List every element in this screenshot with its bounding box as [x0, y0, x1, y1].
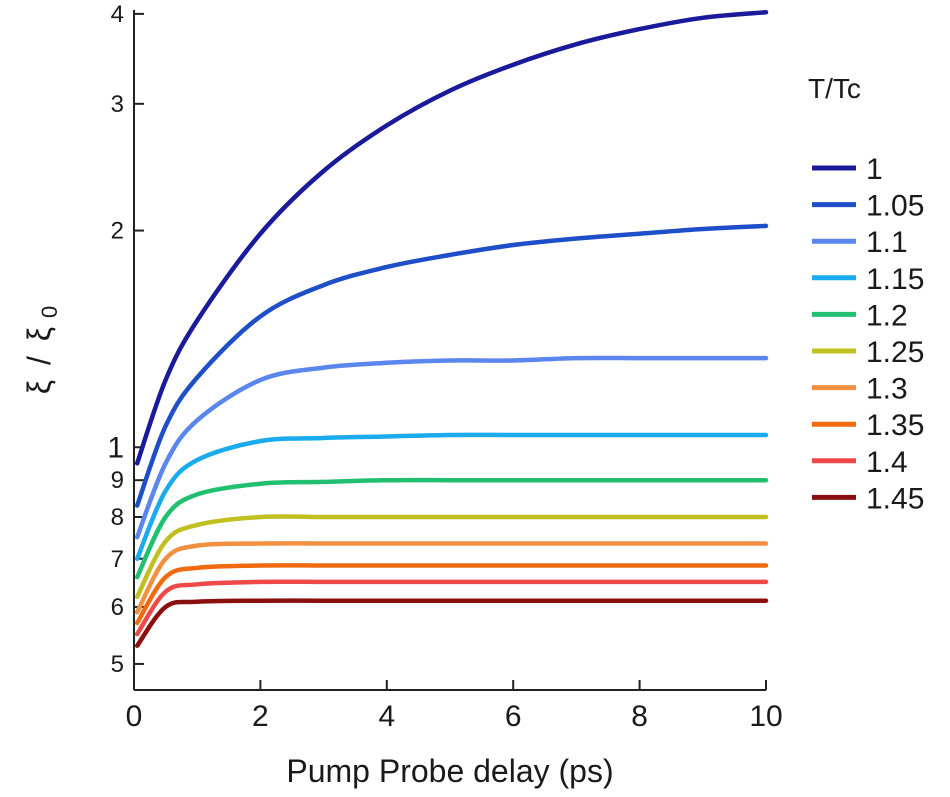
series-line-1-25: [134, 514, 769, 599]
x-tick-label-8: 8: [631, 700, 648, 733]
x-tick-label-10: 10: [749, 700, 782, 733]
y-tick-label-1: 1: [107, 431, 124, 464]
y-axis-ticks: 5 6 7 8 9 1 2 3 4: [107, 1, 144, 678]
y-axis-title-numerator: ξ: [21, 380, 57, 394]
legend-label-1-1: 1.1: [866, 226, 908, 259]
legend-label-1-25: 1.25: [866, 336, 924, 369]
legend-label-1-45: 1.45: [866, 482, 924, 515]
legend-label-1-05: 1.05: [866, 190, 924, 223]
x-tick-label-2: 2: [252, 700, 269, 733]
series-line-1: [134, 10, 769, 466]
series-line-1-35: [134, 563, 769, 626]
y-tick-label-3: 3: [111, 91, 124, 118]
y-tick-label-0.8: 8: [111, 504, 124, 531]
x-tick-label-4: 4: [378, 700, 395, 733]
series-lines: [134, 10, 769, 648]
y-axis-title: ξ / ξ 0: [21, 306, 62, 394]
series-line-1-45: [134, 598, 769, 648]
y-tick-label-0.9: 9: [111, 467, 124, 494]
y-tick-label-0.6: 6: [111, 594, 124, 621]
x-tick-label-6: 6: [505, 700, 522, 733]
x-axis-ticks: 0 2 4 6 8 10: [126, 680, 783, 733]
series-line-1-3: [134, 541, 769, 615]
series-line-1-1: [134, 355, 769, 540]
y-tick-label-0.7: 7: [111, 546, 124, 573]
legend-label-1-4: 1.4: [866, 446, 908, 479]
y-tick-label-0.5: 5: [111, 651, 124, 678]
legend-items: 1 1.051.1 1.151.2 1.25 1.31.35 1.41.45: [812, 153, 924, 515]
legend-title: T/Tc: [808, 73, 861, 104]
y-tick-label-4: 4: [111, 1, 124, 28]
x-axis-title: Pump Probe delay (ps): [286, 753, 613, 789]
series-line-1-4: [134, 579, 769, 637]
y-axis-title-separator: /: [21, 356, 57, 365]
legend-label-1-3: 1.3: [866, 373, 908, 406]
axes: [133, 10, 766, 691]
y-axis-title-subscript: 0: [37, 306, 62, 318]
series-line-1-05: [134, 223, 769, 508]
x-tick-label-0: 0: [126, 700, 143, 733]
legend-label-1-2: 1.2: [866, 299, 908, 332]
series-line-1-15: [134, 432, 769, 562]
legend-label-1: 1: [866, 153, 883, 186]
series-line-1-2: [134, 477, 769, 580]
legend-label-1-35: 1.35: [866, 409, 924, 442]
y-tick-label-2: 2: [111, 218, 124, 245]
legend: T/Tc 1 1.051.1 1.151.2 1.25 1.31.35 1.41.45: [808, 73, 924, 515]
legend-label-1-15: 1.15: [866, 263, 924, 296]
y-axis-title-denominator: ξ: [21, 327, 57, 341]
